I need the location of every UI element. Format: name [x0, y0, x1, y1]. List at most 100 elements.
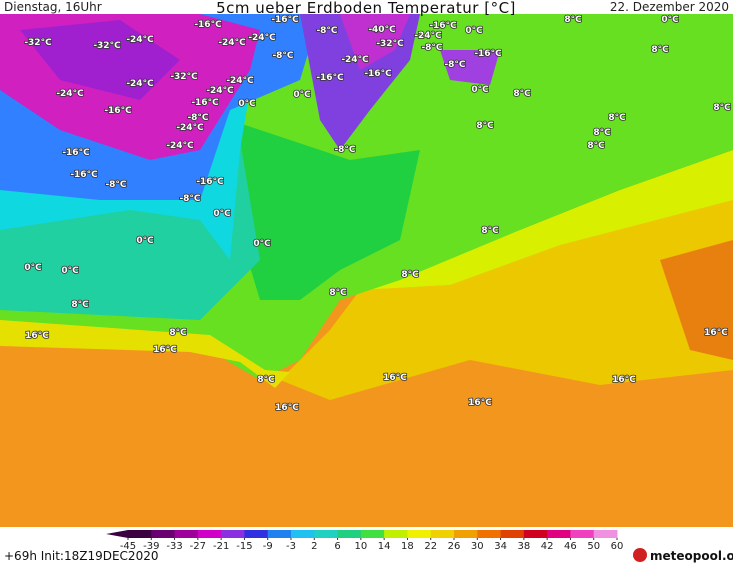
colorbar-segment: [384, 530, 408, 538]
contour-label: -24°C: [166, 141, 194, 151]
contour-label: 8°C: [169, 328, 187, 338]
contour-label: -24°C: [126, 35, 154, 45]
field-green-dark: [230, 120, 420, 300]
colorbar-label: 10: [354, 541, 367, 552]
contour-label: -16°C: [196, 177, 224, 187]
colorbar-label: -3: [286, 541, 296, 552]
contour-label: -8°C: [334, 145, 355, 155]
contour-label: 8°C: [651, 45, 669, 55]
contour-label: -16°C: [104, 106, 132, 116]
contour-label: 8°C: [401, 270, 419, 280]
field-scandinavia: [660, 240, 733, 360]
colorbar-segment: [221, 530, 245, 538]
contour-label: 0°C: [61, 266, 79, 276]
colorbar-label: -33: [166, 541, 182, 552]
contour-label: 16°C: [383, 373, 407, 383]
contour-label: 0°C: [213, 209, 231, 219]
contour-label: -16°C: [194, 20, 222, 30]
contour-label: -24°C: [341, 55, 369, 65]
field-greenland-core: [340, 14, 410, 70]
contour-label: -8°C: [272, 51, 293, 61]
colorbar-segment: [430, 530, 455, 538]
contour-label: 8°C: [481, 226, 499, 236]
contour-label: 0°C: [238, 99, 256, 109]
logo: meteopool.org: [650, 549, 733, 563]
colorbar-label: 50: [587, 541, 600, 552]
contour-label: 0°C: [661, 15, 679, 25]
contour-label: -24°C: [176, 123, 204, 133]
field-svalbard: [440, 50, 500, 85]
contour-label: 16°C: [704, 328, 728, 338]
colorbar-segment: [454, 530, 478, 538]
colorbar-segment: [197, 530, 222, 538]
contour-label: -32°C: [170, 72, 198, 82]
contour-label: 16°C: [153, 345, 177, 355]
colorbar-label: 46: [564, 541, 577, 552]
map-field: [0, 14, 733, 527]
contour-label: 16°C: [612, 375, 636, 385]
colorbar-label: -15: [236, 541, 252, 552]
colorbar-label: -39: [143, 541, 159, 552]
colorbar-label: 30: [471, 541, 484, 552]
contour-label: 8°C: [329, 288, 347, 298]
contour-label: 8°C: [513, 89, 531, 99]
field-band: [0, 320, 290, 388]
contour-label: 8°C: [608, 113, 626, 123]
colorbar-label: 22: [424, 541, 437, 552]
contour-label: -16°C: [364, 69, 392, 79]
colorbar-segment: [128, 530, 152, 538]
colorbar-label: 26: [448, 541, 461, 552]
logo-icon: [633, 548, 647, 562]
contour-label: 8°C: [593, 128, 611, 138]
colorbar-segment: [174, 530, 199, 538]
contour-label: -24°C: [56, 89, 84, 99]
colorbar-label: -45: [120, 541, 136, 552]
contour-label: -24°C: [218, 38, 246, 48]
header-title: 5cm ueber Erdboden Temperatur [°C]: [216, 0, 516, 17]
colorbar-segment: [593, 530, 618, 538]
contour-label: -24°C: [414, 31, 442, 41]
colorbar-label: 34: [494, 541, 507, 552]
colorbar-arrow: [106, 530, 128, 538]
colorbar-label: 38: [517, 541, 530, 552]
header-left: Dienstag, 16Uhr: [4, 0, 102, 14]
contour-label: -16°C: [62, 148, 90, 158]
contour-label: -16°C: [316, 73, 344, 83]
colorbar-label: -9: [263, 541, 273, 552]
colorbar-segment: [267, 530, 292, 538]
contour-label: -8°C: [105, 180, 126, 190]
contour-label: -16°C: [474, 49, 502, 59]
contour-label: -16°C: [191, 98, 219, 108]
contour-label: 0°C: [465, 26, 483, 36]
contour-label: 0°C: [293, 90, 311, 100]
contour-label: 0°C: [136, 236, 154, 246]
colorbar-label: 2: [311, 541, 317, 552]
contour-label: -40°C: [368, 25, 396, 35]
contour-label: -24°C: [226, 76, 254, 86]
footer-run: +69h Init:18Z19DEC2020: [4, 549, 158, 563]
contour-label: -24°C: [206, 86, 234, 96]
contour-label: -32°C: [376, 39, 404, 49]
contour-label: -8°C: [421, 43, 442, 53]
contour-label: 8°C: [71, 300, 89, 310]
colorbar-segment: [523, 530, 548, 538]
contour-label: 16°C: [25, 331, 49, 341]
contour-label: -16°C: [70, 170, 98, 180]
field-yellow: [280, 190, 733, 400]
colorbar-segment: [244, 530, 269, 538]
field-purple: [20, 20, 180, 100]
contour-label: -32°C: [24, 38, 52, 48]
colorbar-label: 18: [401, 541, 414, 552]
header-bar: [0, 0, 733, 14]
contour-label: -24°C: [126, 79, 154, 89]
contour-label: 0°C: [471, 85, 489, 95]
colorbar-segment: [360, 530, 385, 538]
contour-label: -24°C: [248, 33, 276, 43]
colorbar-segment: [547, 530, 571, 538]
contour-label: -8°C: [187, 113, 208, 123]
colorbar-label: -21: [213, 541, 229, 552]
colorbar-segment: [477, 530, 502, 538]
contour-label: 8°C: [587, 141, 605, 151]
contour-label: 8°C: [257, 375, 275, 385]
